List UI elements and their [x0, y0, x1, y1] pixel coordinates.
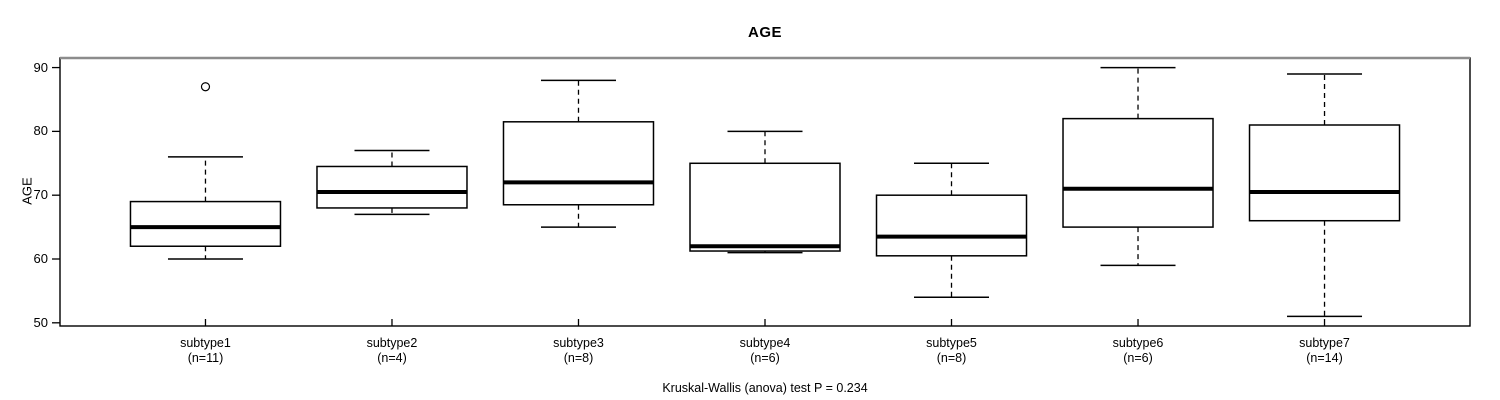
- group-name: subtype3: [553, 336, 604, 350]
- group-count: (n=14): [1306, 351, 1343, 365]
- iqr-box: [689, 162, 841, 252]
- group-count: (n=8): [936, 351, 967, 365]
- x-group-label: subtype4 (n=6): [672, 336, 858, 366]
- y-tick-label: 90: [33, 59, 48, 75]
- group-name: subtype5: [926, 336, 977, 350]
- iqr-box: [1248, 124, 1401, 222]
- iqr-box: [1062, 117, 1214, 228]
- x-group-label: subtype6 (n=6): [1045, 336, 1231, 366]
- x-group-label: subtype3 (n=8): [485, 336, 671, 366]
- x-group-label: subtype1 (n=11): [112, 336, 298, 366]
- iqr-box: [502, 121, 655, 206]
- group-count: (n=6): [750, 351, 780, 365]
- group-name: subtype7: [1299, 336, 1350, 350]
- group-count: (n=11): [187, 351, 224, 365]
- iqr-box: [875, 194, 1028, 257]
- x-group-label: subtype2 (n=4): [299, 336, 485, 366]
- group-name: subtype1: [180, 336, 231, 350]
- y-tick-label: 80: [33, 123, 48, 139]
- group-count: (n=8): [563, 351, 594, 365]
- y-tick-label: 60: [33, 251, 48, 266]
- iqr-box: [129, 200, 282, 247]
- x-group-label: subtype5 (n=8): [859, 336, 1045, 366]
- iqr-box: [316, 165, 468, 209]
- kruskal-wallis-note: Kruskal-Wallis (anova) test P = 0.234: [662, 381, 868, 395]
- y-tick-label: 70: [33, 187, 48, 203]
- x-group-label: subtype7 (n=14): [1232, 336, 1418, 366]
- group-count: (n=4): [377, 351, 407, 365]
- group-name: subtype4: [739, 336, 791, 350]
- outlier-point: [200, 82, 211, 92]
- group-name: subtype2: [366, 336, 418, 350]
- y-tick-label: 50: [33, 314, 48, 330]
- group-name: subtype6: [1112, 336, 1164, 350]
- chart-title: AGE: [747, 24, 782, 41]
- group-count: (n=6): [1123, 351, 1153, 365]
